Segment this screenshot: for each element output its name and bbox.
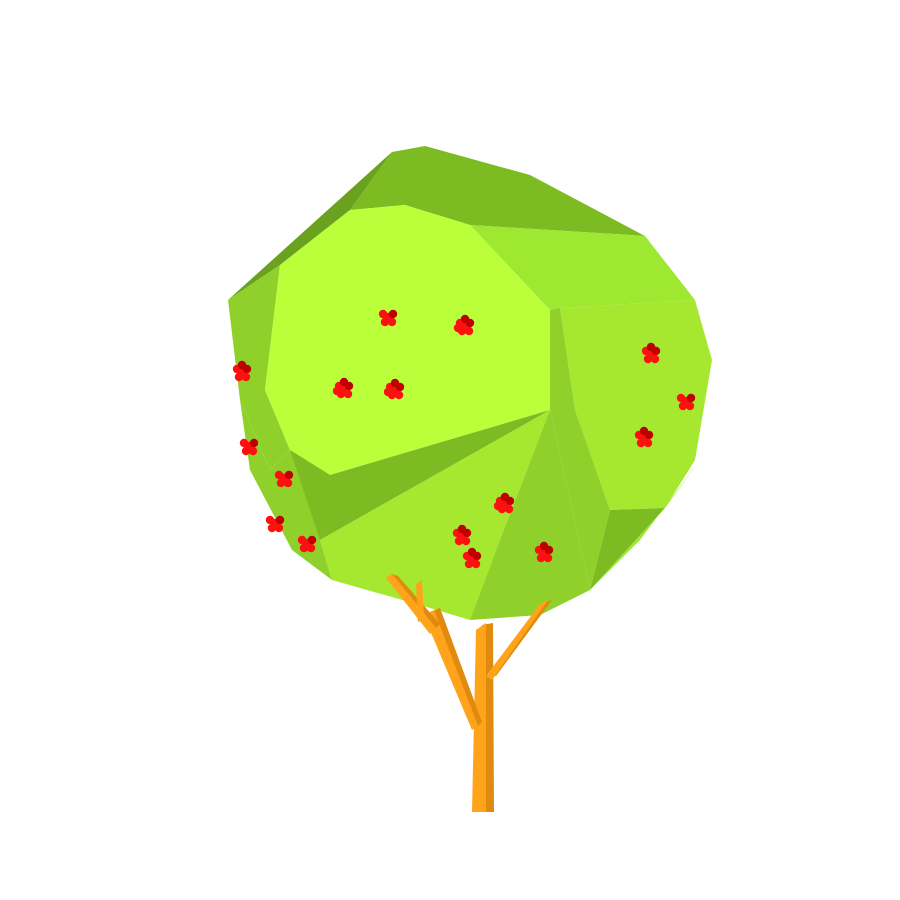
berry — [241, 446, 251, 456]
canopy-facet-lower-left-rim — [240, 400, 332, 580]
tree-trunk — [386, 574, 552, 812]
berry-cluster — [452, 524, 472, 546]
twig-left-outer-shadow — [392, 574, 440, 628]
canopy-facet-right-middle — [550, 308, 610, 590]
berry — [464, 326, 474, 336]
berry-cluster — [634, 426, 654, 448]
berry-cluster — [274, 470, 294, 488]
berry — [307, 535, 317, 545]
twig-left-upright — [416, 580, 424, 622]
berry — [265, 515, 275, 525]
berry — [234, 372, 244, 382]
berry — [543, 553, 553, 563]
berry — [239, 438, 249, 448]
berry-cluster — [641, 342, 661, 364]
berry — [339, 377, 349, 387]
berry — [241, 372, 251, 382]
canopy-facet-top-left-dark — [228, 152, 392, 300]
berry — [457, 524, 467, 534]
berry — [275, 515, 285, 525]
canopy-facet-main-front — [265, 205, 550, 475]
berry-cluster — [332, 377, 354, 399]
berry — [676, 393, 686, 403]
berry — [267, 523, 277, 533]
berry-cluster — [493, 492, 515, 514]
berry — [643, 354, 653, 364]
berry — [639, 426, 649, 436]
berry — [237, 360, 247, 370]
berry — [493, 501, 503, 511]
berry-cluster — [383, 378, 405, 400]
berry — [643, 438, 653, 448]
berry-cluster — [297, 535, 317, 553]
berry — [461, 536, 471, 546]
berry — [460, 314, 470, 324]
berry-cluster — [265, 515, 285, 533]
berry-cluster — [453, 314, 475, 336]
berry — [387, 317, 397, 327]
berry — [283, 478, 293, 488]
berry — [249, 438, 259, 448]
berry — [646, 342, 656, 352]
berry — [636, 438, 646, 448]
berry — [343, 389, 353, 399]
branch-left — [424, 610, 478, 730]
canopy-facet-top-right — [470, 225, 695, 310]
berry — [685, 401, 695, 411]
berry-cluster — [378, 309, 398, 327]
berry — [306, 543, 316, 553]
berry — [500, 492, 510, 502]
berry — [686, 393, 696, 403]
berry — [383, 387, 393, 397]
berry — [464, 559, 474, 569]
canopy-facet-lower-front — [320, 410, 550, 620]
berry — [650, 354, 660, 364]
berry — [276, 478, 286, 488]
berry — [274, 523, 284, 533]
canopy-facet-top — [350, 146, 645, 236]
berry — [248, 446, 258, 456]
berry — [471, 559, 481, 569]
berry-cluster — [462, 547, 482, 569]
berry-cluster — [232, 360, 252, 382]
berry — [454, 536, 464, 546]
berry — [332, 386, 342, 396]
berry — [299, 543, 309, 553]
berry-cluster — [676, 393, 696, 411]
berry — [390, 378, 400, 388]
berry-clusters — [232, 309, 696, 569]
berry-cluster — [239, 438, 259, 456]
canopy-facet-lower-right — [470, 410, 590, 620]
berry — [504, 504, 514, 514]
berry — [388, 309, 398, 319]
berry — [297, 535, 307, 545]
berry-cluster — [534, 541, 554, 563]
canopy-facet-lower-left — [290, 410, 550, 540]
berry — [539, 541, 549, 551]
canopy-facet-right-front — [560, 300, 712, 510]
berry — [380, 317, 390, 327]
berry — [678, 401, 688, 411]
berry — [284, 470, 294, 480]
tree-canopy — [228, 146, 712, 620]
berry — [378, 309, 388, 319]
berry — [536, 553, 546, 563]
berry — [467, 547, 477, 557]
berry — [453, 323, 463, 333]
branch-right — [486, 600, 548, 680]
canopy-facet-left-rim — [228, 265, 290, 470]
berry — [394, 390, 404, 400]
berry — [274, 470, 284, 480]
